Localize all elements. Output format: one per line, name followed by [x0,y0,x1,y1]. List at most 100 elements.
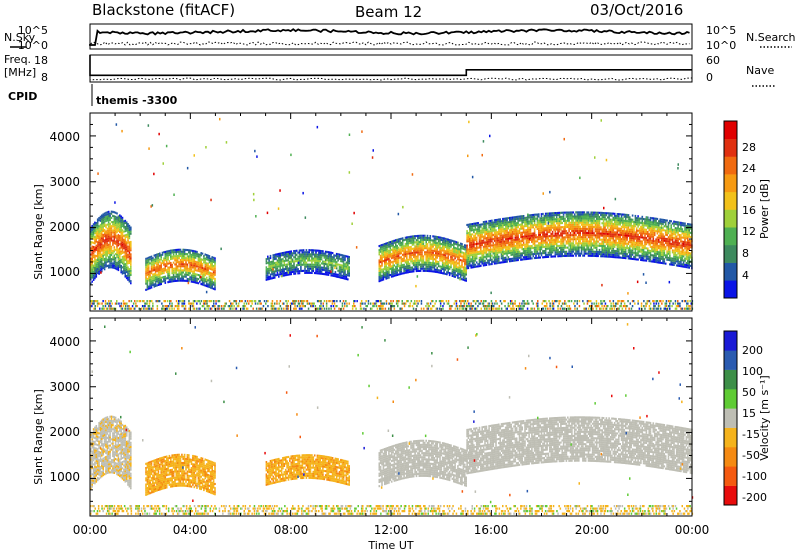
power-cell [495,262,497,264]
power-cell [127,233,129,235]
power-cell [445,269,447,271]
power-cell [545,223,547,225]
power-cell [94,224,96,226]
power-cell [127,231,129,233]
power-cell [592,216,594,218]
power-cell [477,232,479,234]
power-cell [505,224,507,226]
power-cell [310,264,312,266]
power-cell [413,256,415,258]
power-cell [469,230,471,232]
power-cell [319,260,321,262]
power-cell [123,239,125,241]
power-cell [470,225,472,227]
power-cell [538,244,540,246]
power-cell [129,247,131,249]
power-cell [111,225,113,227]
power-cell [191,254,193,256]
power-cell [590,228,592,230]
power-cell [387,271,389,273]
power-cell [325,253,327,255]
power-cell [606,237,608,239]
power-cell [526,233,528,235]
power-cell [214,266,216,268]
power-cell [515,226,517,228]
power-cell [414,237,416,239]
power-cell [185,261,187,263]
power-cell [273,258,275,260]
power-cell [545,254,547,256]
power-cell [490,259,492,261]
power-cell [102,240,104,242]
power-cell [387,254,389,256]
power-cell [603,243,605,245]
power-cell [498,225,500,227]
power-cell [112,225,114,227]
power-cell [454,274,456,276]
power-cell [129,270,131,272]
power-cell [606,231,608,233]
power-cell [165,255,167,257]
power-cell [148,261,150,263]
power-cell [527,225,529,227]
power-cell [490,236,492,238]
power-cell [98,269,100,271]
power-cell [436,269,438,271]
power-cell [450,241,452,243]
power-cell [556,249,558,251]
power-cell [597,232,599,234]
power-cell [523,252,525,254]
power-cell [586,228,588,230]
power-cell [517,243,519,245]
power-cell [127,246,129,248]
power-cell [398,241,400,243]
power-cell [94,248,96,250]
power-cell [122,258,124,260]
power-cell [549,245,551,247]
power-cell [118,248,120,250]
power-cell [348,256,350,258]
power-cell [443,254,445,256]
power-cell [196,282,198,284]
power-cell [452,248,454,250]
power-cell [495,254,497,256]
power-cell [129,243,131,245]
power-cell [483,240,485,242]
power-cell [570,228,572,230]
power-cell [158,253,160,255]
power-cell [579,238,581,240]
power-cell [432,256,434,258]
power-cell [516,243,518,245]
power-cell [109,248,111,250]
power-cell [441,237,443,239]
power-cell [127,260,129,262]
power-cell [523,217,525,219]
power-cell [111,248,113,250]
power-cell [585,213,587,215]
power-cell [570,234,572,236]
power-cell [402,237,404,239]
power-cell [293,252,295,254]
power-cell [130,243,132,245]
power-cell [491,251,493,253]
power-cell [185,253,187,255]
power-cell [545,215,547,217]
power-cell [550,235,552,237]
power-cell [608,212,610,214]
power-cell [542,236,544,238]
power-cell [589,244,591,246]
power-cell [213,288,215,290]
power-cell [541,228,543,230]
power-cell [420,268,422,270]
power-cell [597,251,599,253]
power-cell [384,253,386,255]
power-cell [119,214,121,216]
power-cell [277,266,279,268]
power-cell [423,243,425,245]
power-cell [557,241,559,243]
power-cell [332,260,334,262]
power-cell [435,250,437,252]
power-cell [173,251,175,253]
power-cell [112,242,114,244]
power-cell [494,225,496,227]
